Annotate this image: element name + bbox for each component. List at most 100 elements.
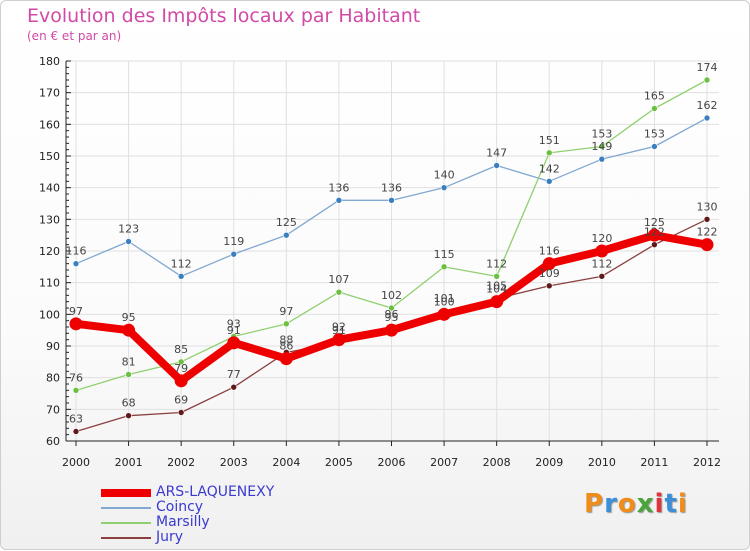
x-tick-label: 2012 (693, 456, 721, 469)
data-label: 151 (539, 134, 560, 147)
data-point (125, 238, 132, 245)
data-label: 77 (227, 368, 241, 381)
data-label: 97 (279, 305, 293, 318)
data-label: 147 (486, 147, 507, 160)
data-point (283, 320, 290, 328)
x-tick-label: 2005 (325, 456, 353, 469)
data-label: 105 (486, 280, 507, 293)
y-tick-label: 150 (39, 150, 60, 163)
data-label: 120 (591, 232, 612, 245)
x-tick-label: 2000 (62, 456, 90, 469)
x-tick-label: 2008 (483, 456, 511, 469)
data-point (332, 333, 346, 347)
x-tick-label: 2011 (640, 456, 668, 469)
data-label: 112 (171, 257, 192, 270)
data-point (283, 231, 290, 239)
legend-swatch (101, 507, 151, 509)
x-tick-label: 2004 (272, 456, 300, 469)
data-label: 123 (118, 223, 139, 236)
legend-swatch (101, 489, 151, 497)
data-point (598, 143, 606, 150)
data-point (545, 149, 553, 157)
data-point (125, 412, 132, 419)
data-label: 81 (122, 356, 136, 369)
data-label: 86 (279, 340, 293, 353)
data-label: 63 (69, 413, 83, 426)
data-label: 142 (539, 162, 560, 175)
x-tick-label: 2001 (115, 456, 143, 469)
legend-swatch (101, 537, 151, 539)
data-point (72, 260, 80, 267)
y-tick-label: 60 (46, 435, 60, 448)
data-label: 136 (381, 181, 402, 194)
data-label: 88 (279, 333, 293, 346)
x-tick-label: 2009 (535, 456, 563, 469)
data-label: 97 (69, 305, 83, 318)
data-point (227, 336, 241, 350)
data-point (125, 371, 132, 378)
x-tick-label: 2002 (167, 456, 195, 469)
legend-item: Coincy (101, 499, 361, 516)
data-point (230, 383, 238, 391)
data-point (703, 216, 711, 223)
chart-title: Evolution des Impôts locaux par Habitant (27, 5, 421, 27)
legend-swatch (101, 522, 151, 524)
data-label: 112 (486, 257, 507, 270)
data-label: 102 (381, 289, 402, 302)
data-label: 76 (69, 371, 83, 384)
data-point (700, 238, 714, 252)
data-point (490, 295, 504, 309)
data-point (545, 178, 553, 185)
data-point (388, 304, 395, 312)
data-point (177, 358, 185, 366)
data-point (177, 273, 185, 280)
data-label: 153 (591, 128, 612, 141)
y-tick-label: 180 (39, 55, 60, 68)
data-label: 91 (332, 324, 346, 337)
x-tick-label: 2003 (220, 456, 248, 469)
data-point (703, 114, 711, 122)
data-point (122, 323, 136, 337)
data-label: 153 (644, 128, 665, 141)
data-point (437, 307, 451, 321)
data-label: 119 (223, 235, 244, 248)
data-label: 96 (385, 308, 399, 321)
data-label: 115 (434, 248, 455, 261)
data-point (493, 162, 500, 169)
data-point (174, 374, 188, 388)
data-label: 95 (122, 311, 136, 324)
y-tick-label: 160 (39, 118, 60, 131)
data-point (598, 155, 606, 163)
data-label: 69 (174, 394, 188, 407)
chart-subtitle: (en € et par an) (27, 29, 122, 43)
data-label: 112 (591, 257, 612, 270)
data-point (598, 273, 606, 280)
legend-item: Marsilly (101, 514, 361, 531)
data-label: 125 (644, 216, 665, 229)
data-label: 93 (227, 318, 241, 331)
data-label: 162 (697, 99, 718, 112)
data-label: 109 (539, 267, 560, 280)
y-tick-label: 80 (46, 372, 60, 385)
y-tick-label: 110 (39, 277, 60, 290)
data-label: 116 (66, 245, 87, 258)
data-label: 136 (328, 181, 349, 194)
data-point (72, 387, 80, 394)
data-point (542, 257, 556, 271)
data-label: 107 (328, 273, 349, 286)
data-label: 140 (434, 169, 455, 182)
x-tick-label: 2006 (378, 456, 406, 469)
legend-label: Coincy (156, 499, 204, 515)
data-point (335, 197, 343, 204)
data-point (647, 228, 661, 242)
x-tick-label: 2007 (430, 456, 458, 469)
data-label: 68 (122, 397, 136, 410)
data-label: 95 (385, 311, 399, 324)
data-point (651, 105, 658, 112)
y-tick-label: 120 (39, 245, 60, 258)
data-label: 165 (644, 90, 665, 103)
legend-label: Marsilly (156, 514, 210, 530)
proxiti-logo: Proxiti (584, 489, 688, 519)
data-point (595, 244, 609, 258)
data-label: 91 (227, 324, 241, 337)
